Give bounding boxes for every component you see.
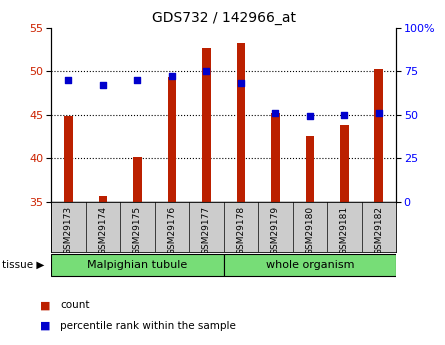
- Point: [65, 77, 72, 83]
- Bar: [133, 157, 142, 202]
- Point: [306, 114, 313, 119]
- Text: GSM29176: GSM29176: [167, 206, 176, 255]
- Bar: [340, 125, 348, 202]
- Point: [168, 73, 175, 79]
- Text: GSM29182: GSM29182: [374, 206, 383, 255]
- Bar: [271, 113, 279, 202]
- Bar: [51, 254, 224, 276]
- Text: Malpighian tubule: Malpighian tubule: [87, 260, 187, 270]
- Bar: [64, 117, 73, 202]
- Text: GSM29175: GSM29175: [133, 206, 142, 255]
- Text: count: count: [60, 300, 89, 310]
- Bar: [202, 48, 210, 202]
- Text: GSM29179: GSM29179: [271, 206, 280, 255]
- Point: [99, 82, 106, 88]
- Point: [272, 110, 279, 116]
- Bar: [224, 254, 396, 276]
- Bar: [237, 43, 245, 202]
- Text: GSM29174: GSM29174: [98, 206, 107, 255]
- Text: percentile rank within the sample: percentile rank within the sample: [60, 321, 236, 331]
- Point: [237, 81, 244, 86]
- Point: [203, 68, 210, 74]
- Point: [134, 77, 141, 83]
- Text: GSM29180: GSM29180: [305, 206, 314, 255]
- Text: ■: ■: [40, 321, 51, 331]
- Text: GSM29177: GSM29177: [202, 206, 211, 255]
- Bar: [99, 196, 107, 202]
- Bar: [168, 77, 176, 202]
- Title: GDS732 / 142966_at: GDS732 / 142966_at: [152, 11, 295, 25]
- Bar: [306, 137, 314, 202]
- Text: whole organism: whole organism: [266, 260, 354, 270]
- Text: GSM29173: GSM29173: [64, 206, 73, 255]
- Bar: [375, 69, 383, 202]
- Text: GSM29178: GSM29178: [236, 206, 245, 255]
- Point: [375, 110, 382, 116]
- Point: [341, 112, 348, 118]
- Text: tissue ▶: tissue ▶: [2, 260, 44, 270]
- Text: ■: ■: [40, 300, 51, 310]
- Text: GSM29181: GSM29181: [340, 206, 349, 255]
